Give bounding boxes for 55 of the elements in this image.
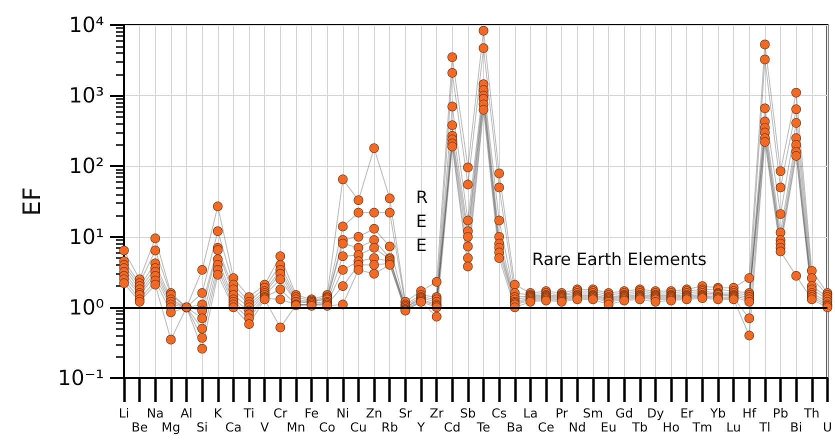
x-tick-label: Cu xyxy=(350,420,367,434)
x-tick-label: Fe xyxy=(304,406,319,420)
x-tick-label: Ni xyxy=(336,406,350,420)
x-tick-label: Sr xyxy=(398,406,413,420)
x-tick-label: Hf xyxy=(742,406,757,420)
x-tick-label: Lu xyxy=(726,420,741,434)
y-tick-label: 10³ xyxy=(68,84,104,108)
x-tick-label: Pb xyxy=(772,406,788,420)
x-tick-label: Gd xyxy=(615,406,634,420)
x-tick-label: Be xyxy=(131,420,148,434)
x-tick-label: V xyxy=(260,420,270,434)
x-tick-label: Ti xyxy=(242,406,254,420)
x-tick-label: K xyxy=(214,406,223,420)
y-tick-label: 10⁰ xyxy=(68,295,104,320)
x-tick-label: Tb xyxy=(631,420,648,434)
x-tick-label: Mn xyxy=(286,420,306,434)
x-tick-label: Li xyxy=(118,406,130,420)
x-tick-label: Eu xyxy=(600,420,616,434)
x-tick-label: Bi xyxy=(790,420,802,434)
x-tick-label: Te xyxy=(476,420,490,434)
x-tick-label: Th xyxy=(803,406,820,420)
x-tick-label: Tl xyxy=(758,420,770,434)
x-tick-label: La xyxy=(523,406,538,420)
x-tick-label: Co xyxy=(319,420,336,434)
x-tick-label: Dy xyxy=(646,406,665,420)
y-axis-title: EF xyxy=(18,187,46,216)
y-tick-label: 10¹ xyxy=(68,224,104,249)
x-tick-label: Sm xyxy=(582,406,604,420)
annotation: Rare Earth Elements xyxy=(532,250,707,270)
x-tick-label: Mg xyxy=(162,420,180,434)
x-tick-label: Ca xyxy=(225,420,242,434)
x-tick-label: Er xyxy=(680,406,694,420)
x-tick-label: Ho xyxy=(662,420,680,434)
x-tick-label: Y xyxy=(416,420,426,434)
x-tick-label: Nd xyxy=(568,420,586,434)
x-tick-label: Al xyxy=(180,406,193,420)
x-tick-label: Ce xyxy=(538,420,555,434)
x-tick-label: Si xyxy=(196,420,208,434)
y-tick-label: 10² xyxy=(68,154,104,178)
x-tick-label: Cr xyxy=(273,406,288,420)
x-tick-label: Pr xyxy=(555,406,569,420)
x-tick-label: Cd xyxy=(444,420,461,434)
x-tick-label: Na xyxy=(146,406,164,420)
x-tick-label: Ba xyxy=(506,420,523,434)
x-tick-label: Zn xyxy=(366,406,382,420)
x-tick-label: Cs xyxy=(492,406,507,420)
x-tick-label: U xyxy=(822,420,832,434)
x-tick-label: Rb xyxy=(381,420,398,434)
x-tick-label: Yb xyxy=(709,406,726,420)
x-tick-label: Tm xyxy=(691,420,712,434)
x-tick-label: Zr xyxy=(430,406,444,420)
y-tick-label: 10⁴ xyxy=(68,13,104,37)
x-tick-label: Sb xyxy=(460,406,476,420)
annotation: REE xyxy=(416,188,428,256)
y-tick-label: 10⁻¹ xyxy=(58,366,104,390)
